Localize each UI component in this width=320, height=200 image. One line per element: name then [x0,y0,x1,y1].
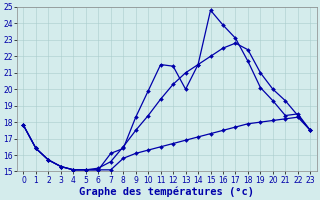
X-axis label: Graphe des températures (°c): Graphe des températures (°c) [79,186,254,197]
